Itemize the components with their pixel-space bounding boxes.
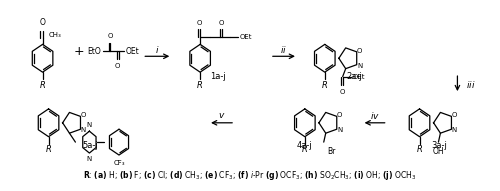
Text: N: N: [81, 127, 86, 133]
Text: 4a-j: 4a-j: [297, 141, 312, 150]
Text: O: O: [196, 19, 202, 26]
Text: $i$: $i$: [155, 44, 160, 55]
Text: N: N: [452, 127, 457, 133]
Text: O: O: [357, 48, 362, 54]
Text: CF₃: CF₃: [114, 160, 125, 166]
Text: OEt: OEt: [126, 47, 139, 56]
Text: N: N: [337, 127, 342, 133]
Text: $ii$: $ii$: [280, 44, 287, 55]
Text: OEt: OEt: [240, 34, 252, 40]
Text: O: O: [337, 112, 342, 118]
Text: O: O: [114, 63, 120, 69]
Text: 5a-j: 5a-j: [82, 141, 98, 150]
Text: $iii$: $iii$: [466, 79, 476, 90]
Text: $v$: $v$: [218, 111, 226, 120]
Text: R: R: [416, 145, 422, 154]
Text: 3a-j: 3a-j: [432, 141, 448, 150]
Text: O: O: [218, 19, 224, 26]
Text: CH₃: CH₃: [48, 32, 62, 38]
Text: +: +: [73, 45, 84, 58]
Text: R: R: [46, 145, 52, 154]
Text: O: O: [340, 88, 345, 95]
Text: R: R: [302, 145, 308, 154]
Text: O: O: [81, 112, 86, 118]
Text: N: N: [357, 63, 362, 69]
Text: OH: OH: [432, 147, 444, 156]
Text: EtO: EtO: [88, 47, 101, 56]
Text: R: R: [322, 81, 328, 90]
Text: O: O: [40, 18, 46, 27]
Text: R: R: [40, 81, 46, 90]
Text: 2a-j: 2a-j: [347, 72, 362, 81]
Text: N: N: [87, 156, 92, 162]
Text: OEt: OEt: [352, 74, 365, 80]
Text: $iv$: $iv$: [370, 110, 380, 121]
Text: N: N: [87, 122, 92, 128]
Text: 1a-j: 1a-j: [210, 72, 226, 81]
Text: R: R: [197, 81, 203, 90]
Text: $\mathbf{R}$: $\mathbf{(a)}$ H; $\mathbf{(b)}$ F; $\mathbf{(c)}$ Cl; $\mathbf{(d: $\mathbf{R}$: $\mathbf{(a)}$ H; $\mathbf…: [84, 169, 416, 182]
Text: O: O: [108, 33, 113, 39]
Text: Br: Br: [328, 147, 336, 156]
Text: O: O: [452, 112, 457, 118]
